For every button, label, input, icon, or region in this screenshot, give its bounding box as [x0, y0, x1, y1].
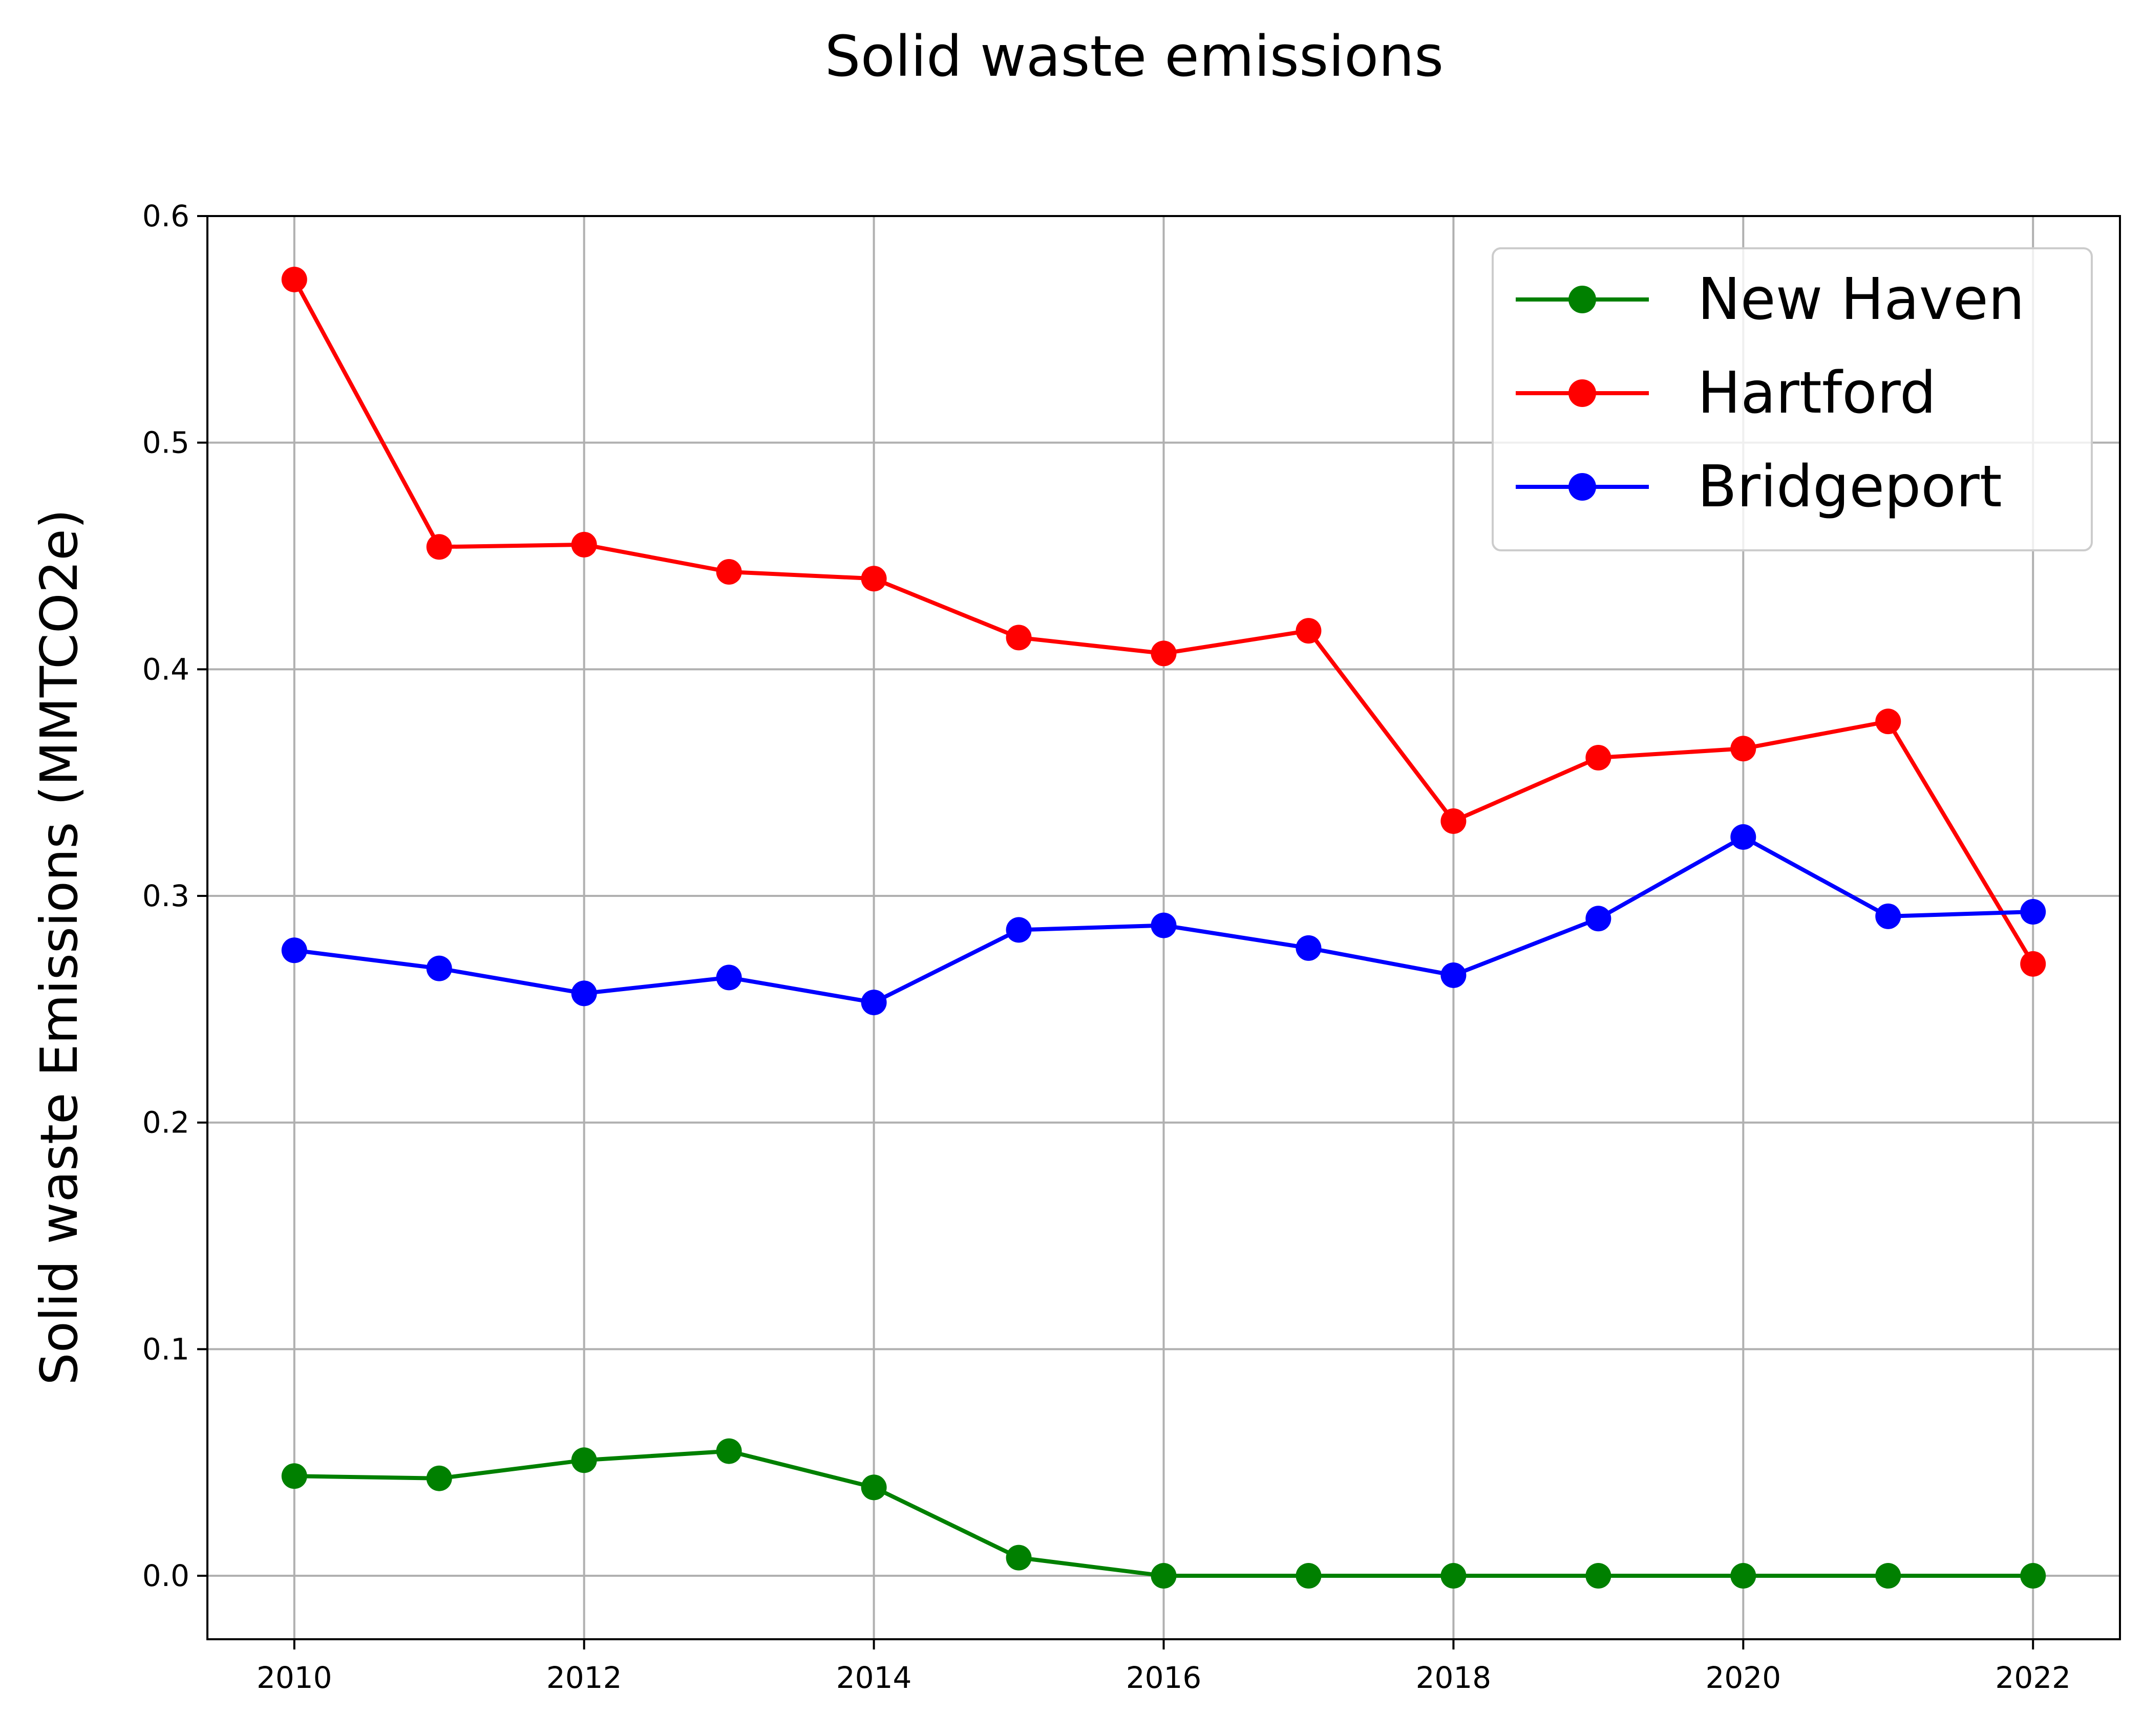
data-point-hartford — [861, 566, 887, 592]
y-tick-label: 0.4 — [142, 652, 189, 687]
data-point-hartford — [716, 559, 742, 585]
data-point-hartford — [1585, 744, 1611, 770]
legend-box — [1492, 247, 2093, 551]
data-point-hartford — [1151, 640, 1177, 667]
data-point-new-haven — [1585, 1563, 1611, 1589]
y-tick-label: 0.6 — [142, 199, 189, 233]
data-point-hartford — [1006, 625, 1032, 651]
data-point-hartford — [1730, 736, 1756, 762]
data-point-bridgeport — [426, 955, 452, 981]
data-point-new-haven — [426, 1465, 452, 1491]
x-tick-label: 2022 — [1995, 1660, 2071, 1695]
data-point-new-haven — [2020, 1563, 2046, 1589]
x-tick-label: 2014 — [836, 1660, 912, 1695]
data-point-bridgeport — [281, 937, 307, 963]
y-tick-label: 0.2 — [142, 1105, 189, 1140]
data-point-new-haven — [1440, 1563, 1467, 1589]
data-point-hartford — [1875, 709, 1901, 735]
data-point-bridgeport — [1730, 824, 1756, 850]
x-tick-label: 2016 — [1126, 1660, 1202, 1695]
series-group — [281, 266, 2046, 1589]
x-tick-label: 2018 — [1416, 1660, 1492, 1695]
data-point-new-haven — [281, 1463, 307, 1489]
data-point-hartford — [426, 534, 452, 560]
data-point-bridgeport — [716, 965, 742, 991]
data-point-hartford — [1440, 808, 1467, 834]
legend-label: Bridgeport — [1698, 454, 2002, 520]
legend-item-new-haven: New Haven — [1516, 266, 2025, 333]
data-point-hartford — [1296, 618, 1322, 644]
legend: New Haven Hartford Bridgeport — [1492, 247, 2093, 551]
data-point-new-haven — [861, 1474, 887, 1501]
x-tick-label: 2010 — [257, 1660, 332, 1695]
legend-item-hartford: Hartford — [1516, 360, 1936, 426]
legend-label: New Haven — [1698, 266, 2025, 333]
legend-marker — [1568, 379, 1596, 407]
data-point-new-haven — [1296, 1563, 1322, 1589]
data-point-new-haven — [571, 1447, 597, 1473]
series-bridgeport — [281, 824, 2046, 1016]
data-point-new-haven — [1006, 1545, 1032, 1571]
data-point-bridgeport — [861, 990, 887, 1016]
data-point-new-haven — [1151, 1563, 1177, 1589]
y-axis-title: Solid waste Emissions (MMTCO2e) — [29, 509, 89, 1385]
data-point-new-haven — [1875, 1563, 1901, 1589]
data-point-hartford — [571, 531, 597, 558]
data-point-bridgeport — [1440, 962, 1467, 988]
y-tick-label: 0.3 — [142, 878, 189, 913]
legend-label: Hartford — [1698, 360, 1936, 426]
data-point-bridgeport — [1875, 903, 1901, 929]
data-point-new-haven — [1730, 1563, 1756, 1589]
data-point-bridgeport — [1585, 906, 1611, 932]
chart-title: Solid waste emissions — [825, 24, 1444, 89]
x-axis: 2010 2012 2014 2016 2018 2020 2022 — [257, 1639, 2071, 1695]
data-point-bridgeport — [1006, 917, 1032, 943]
data-point-new-haven — [716, 1438, 742, 1464]
series-new-haven — [281, 1438, 2046, 1589]
data-point-hartford — [2020, 951, 2046, 977]
y-tick-label: 0.1 — [142, 1332, 189, 1366]
legend-item-bridgeport: Bridgeport — [1516, 454, 2002, 520]
y-tick-label: 0.5 — [142, 425, 189, 460]
series-hartford — [281, 266, 2046, 977]
data-point-hartford — [281, 266, 307, 292]
data-point-bridgeport — [1151, 912, 1177, 938]
x-tick-label: 2020 — [1706, 1660, 1781, 1695]
data-point-bridgeport — [1296, 935, 1322, 961]
legend-marker — [1568, 286, 1596, 313]
legend-marker — [1568, 473, 1596, 501]
y-axis: 0.0 0.1 0.2 0.3 0.4 0.5 0.6 — [142, 199, 207, 1593]
y-tick-label: 0.0 — [142, 1558, 189, 1593]
x-tick-label: 2012 — [546, 1660, 622, 1695]
data-point-bridgeport — [2020, 899, 2046, 925]
data-point-bridgeport — [571, 980, 597, 1006]
